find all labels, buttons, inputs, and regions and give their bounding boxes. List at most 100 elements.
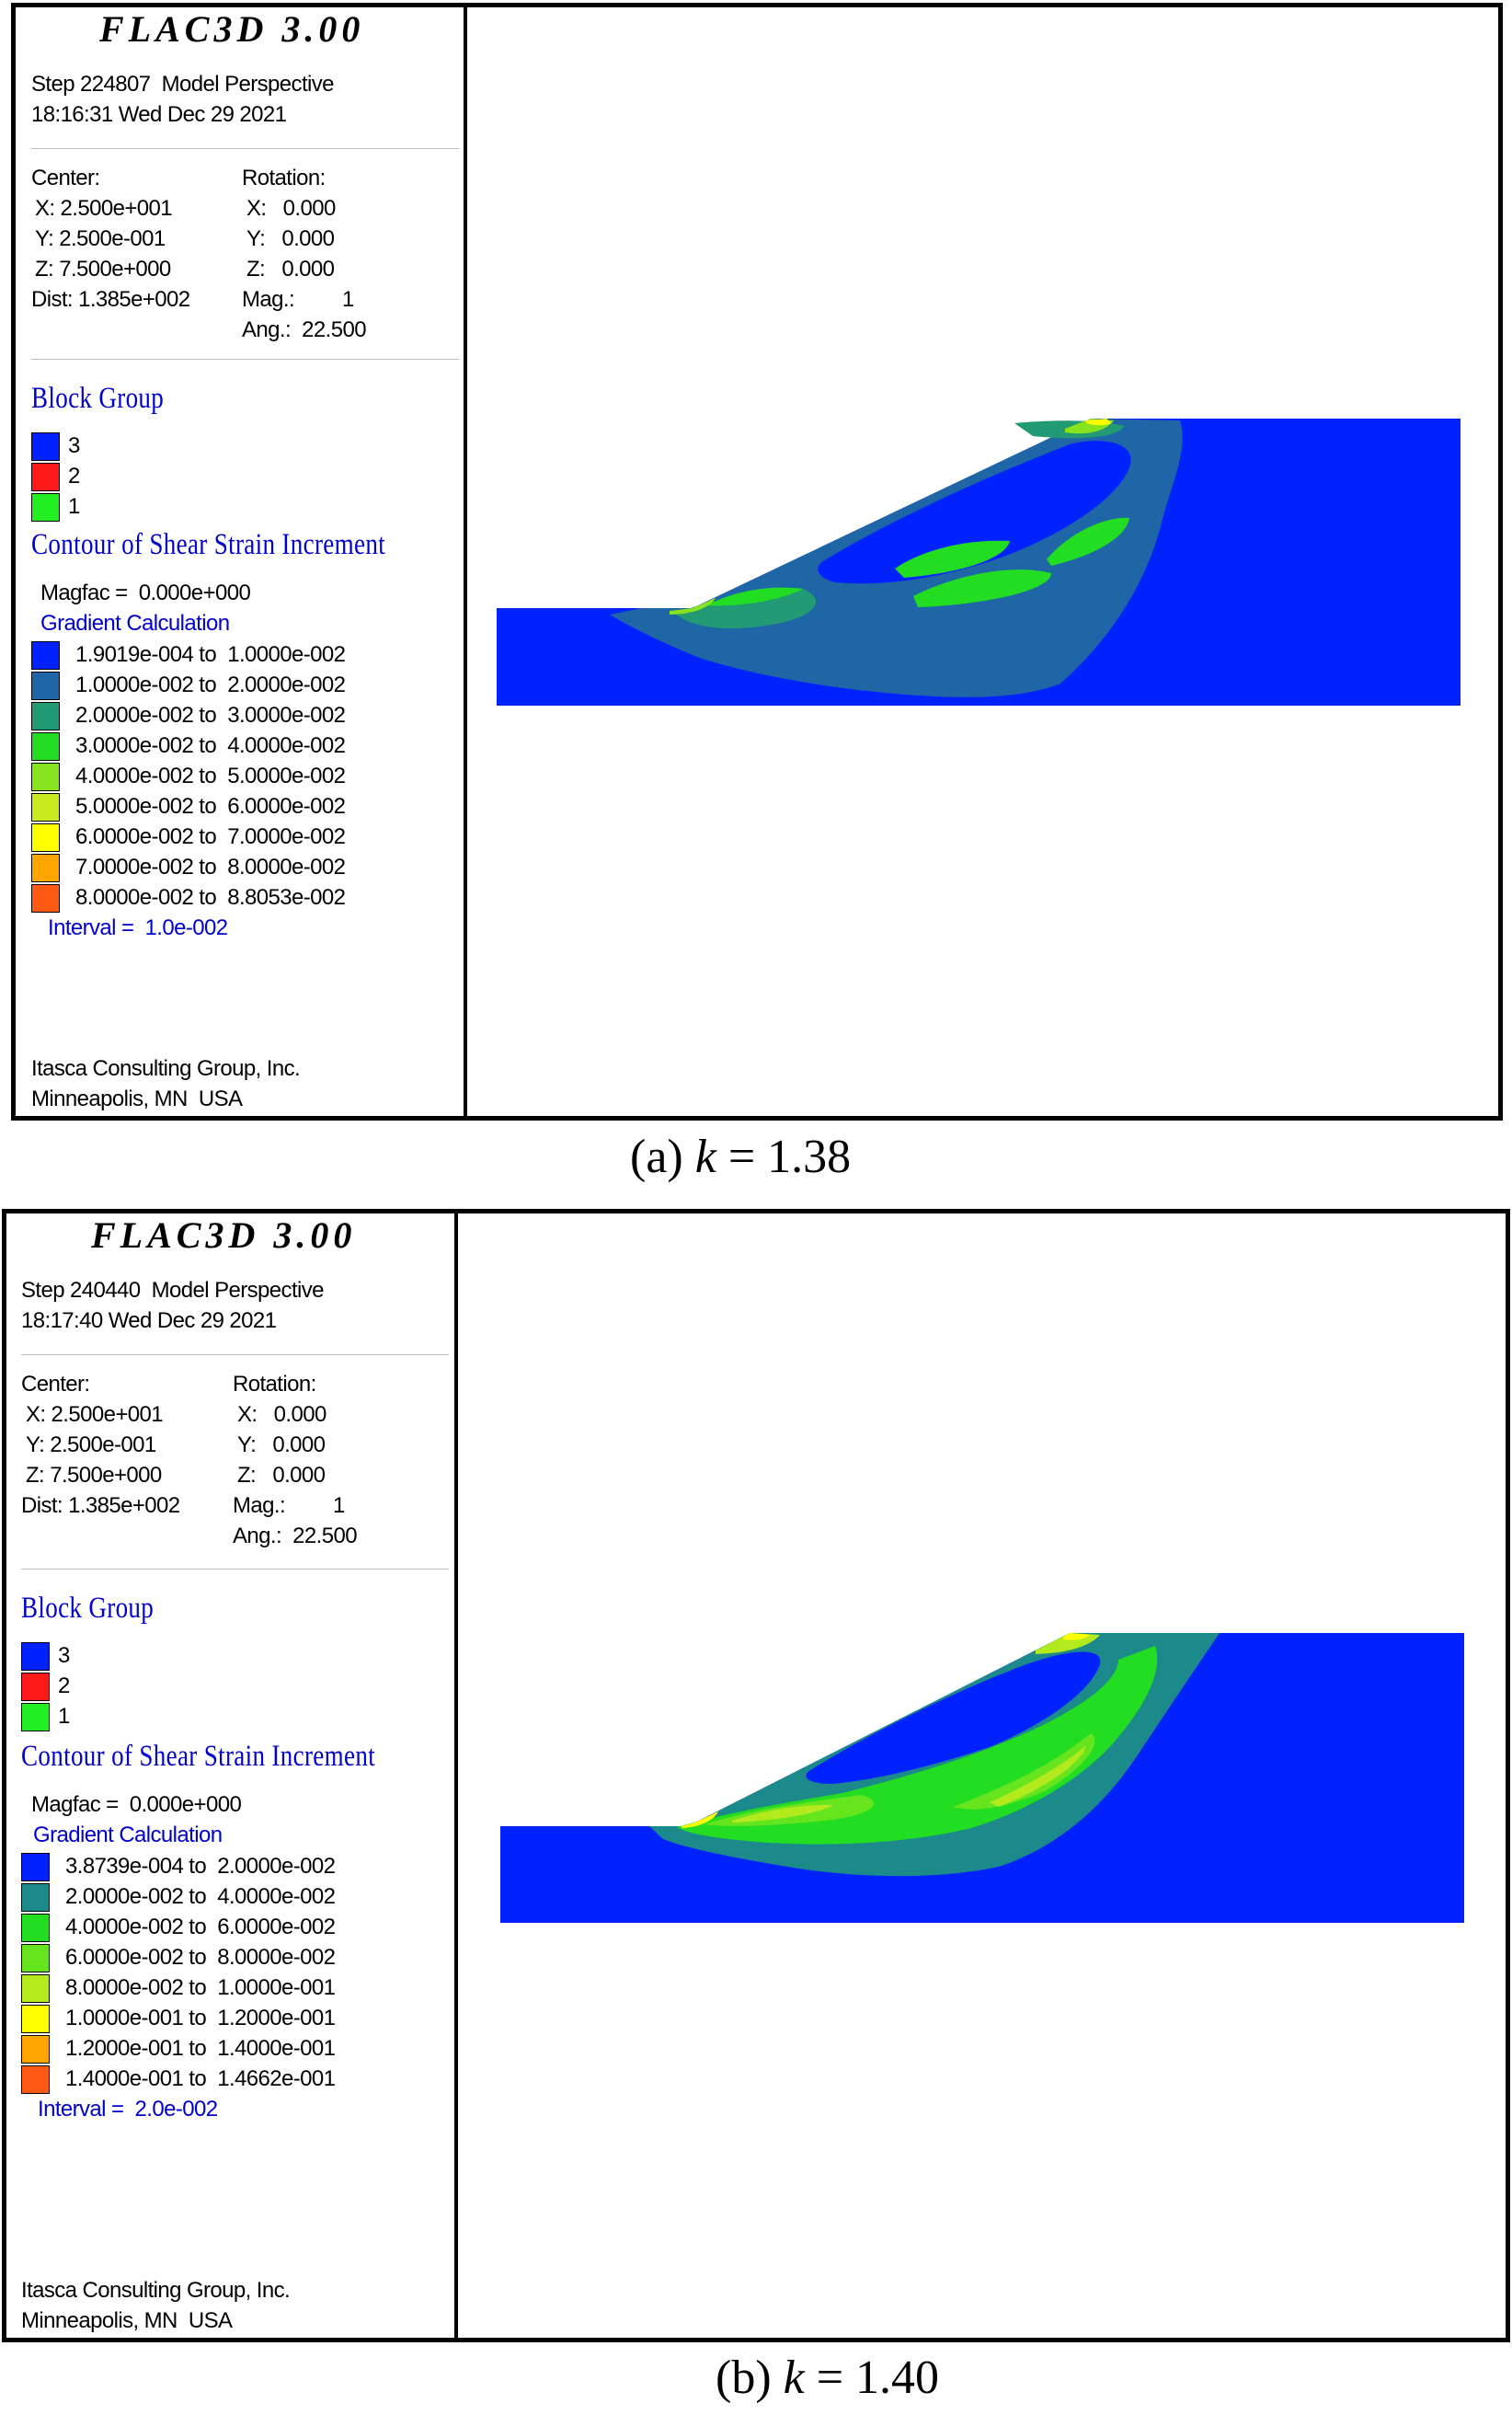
rotation-z: Z: 0.000: [246, 257, 335, 282]
legend-pane-b: FLAC3D 3.00 Step 240440 Model Perspectiv…: [6, 1213, 458, 2338]
contour-swatch: [31, 702, 60, 730]
rotation-x: X: 0.000: [246, 196, 336, 221]
magfac-label: Magfac = 0.000e+000: [31, 1792, 242, 1817]
contour-swatch: [21, 1883, 50, 1912]
caption-k: k: [694, 1131, 716, 1183]
contour-range-label: 1.4000e-001 to 1.4662e-001: [65, 2066, 336, 2091]
divider: [31, 148, 459, 149]
rotation-label: Rotation:: [233, 1372, 316, 1397]
contour-range-label: 7.0000e-002 to 8.0000e-002: [75, 855, 346, 880]
shear-band-8-10: [732, 1804, 833, 1823]
center-z: Z: 7.500e+000: [35, 257, 171, 282]
contour-swatch: [21, 2035, 50, 2064]
block-label-1: 1: [58, 1704, 70, 1729]
center-dist: Dist: 1.385e+002: [21, 1493, 180, 1518]
mag-label: Mag.:: [242, 287, 295, 312]
caption-prefix: (b): [716, 2352, 784, 2404]
contour-swatch: [31, 823, 60, 852]
contour-range-label: 8.0000e-002 to 1.0000e-001: [65, 1975, 336, 2000]
crest-high-strain: [1063, 1633, 1091, 1640]
contour-swatch: [21, 1944, 50, 1972]
green-patch: [1047, 517, 1129, 566]
center-y: Y: 2.500e-001: [35, 226, 166, 251]
slope-contour-plot: [497, 419, 1460, 706]
caption-prefix: (a): [630, 1131, 695, 1183]
mag-label: Mag.:: [233, 1493, 286, 1518]
block-swatch-3: [21, 1642, 50, 1671]
contour-swatch: [21, 1974, 50, 2003]
rotation-x: X: 0.000: [237, 1402, 326, 1427]
contour-range-label: 1.2000e-001 to 1.4000e-001: [65, 2036, 336, 2061]
inner-core: [818, 441, 1131, 584]
block-group-title: Block Group: [21, 1592, 155, 1625]
date-line: 18:17:40 Wed Dec 29 2021: [21, 1308, 277, 1333]
contour-range-label: 2.0000e-002 to 4.0000e-002: [65, 1884, 336, 1909]
block-label-3: 3: [58, 1643, 70, 1668]
block-group-title: Block Group: [31, 382, 165, 415]
center-dist: Dist: 1.385e+002: [31, 287, 190, 312]
block-swatch-3: [31, 432, 60, 461]
company-label: Itasca Consulting Group, Inc.: [31, 1056, 301, 1081]
crest-high-strain: [1086, 419, 1112, 426]
contour-swatch: [21, 1853, 50, 1881]
inner-core: [806, 1651, 1101, 1784]
rotation-z: Z: 0.000: [237, 1463, 326, 1488]
green-patch: [706, 587, 803, 606]
interval-label: Interval = 1.0e-002: [48, 915, 228, 940]
block-label-1: 1: [68, 494, 80, 519]
center-x: X: 2.500e+001: [26, 1402, 164, 1427]
ang-label: Ang.: 22.500: [233, 1524, 358, 1548]
contour-swatch: [21, 2005, 50, 2033]
center-x: X: 2.500e+001: [35, 196, 173, 221]
contour-swatch: [31, 884, 60, 913]
contour-range-label: 1.9019e-004 to 1.0000e-002: [75, 642, 346, 667]
location-label: Minneapolis, MN USA: [31, 1087, 243, 1111]
green-patch: [913, 569, 1051, 607]
contour-range-label: 3.0000e-002 to 4.0000e-002: [75, 733, 346, 758]
center-label: Center:: [21, 1372, 90, 1397]
contour-title: Contour of Shear Strain Increment: [21, 1740, 376, 1773]
block-swatch-1: [21, 1703, 50, 1731]
shear-band-green: [677, 1646, 1158, 1845]
center-z: Z: 7.500e+000: [26, 1463, 162, 1488]
contour-swatch: [21, 2065, 50, 2094]
contour-range-label: 8.0000e-002 to 8.8053e-002: [75, 885, 346, 910]
shear-band-mid: [674, 589, 817, 629]
crest-high-strain: [1036, 1633, 1100, 1654]
mag-value: 1: [333, 1493, 345, 1518]
contour-title: Contour of Shear Strain Increment: [31, 528, 386, 561]
rotation-y: Y: 0.000: [246, 226, 335, 251]
contour-range-label: 6.0000e-002 to 8.0000e-002: [65, 1945, 336, 1970]
caption-a: (a) k = 1.38: [630, 1130, 851, 1184]
contour-range-label: 6.0000e-002 to 7.0000e-002: [75, 824, 346, 849]
contour-swatch: [31, 732, 60, 761]
green-patch: [895, 540, 1010, 578]
rotation-label: Rotation:: [242, 166, 326, 190]
block-swatch-1: [31, 493, 60, 522]
program-title: FLAC3D 3.00: [91, 1214, 357, 1256]
divider: [31, 359, 459, 360]
block-swatch-2: [31, 463, 60, 491]
mag-value: 1: [342, 287, 354, 312]
contour-range-label: 3.8739e-004 to 2.0000e-002: [65, 1854, 336, 1879]
contour-range-label: 5.0000e-002 to 6.0000e-002: [75, 794, 346, 819]
ang-label: Ang.: 22.500: [242, 317, 367, 342]
location-label: Minneapolis, MN USA: [21, 2308, 233, 2333]
contour-swatch: [31, 641, 60, 670]
divider: [21, 1354, 449, 1355]
contour-range-label: 4.0000e-002 to 5.0000e-002: [75, 764, 346, 788]
interval-label: Interval = 2.0e-002: [38, 2097, 218, 2122]
block-label-2: 2: [68, 464, 80, 489]
shear-band-8-10: [990, 1745, 1086, 1807]
caption-value: = 1.38: [716, 1131, 852, 1183]
step-line: Step 240440 Model Perspective: [21, 1278, 324, 1303]
block-label-3: 3: [68, 433, 80, 458]
date-line: 18:16:31 Wed Dec 29 2021: [31, 102, 287, 127]
model-view-a: [463, 7, 1498, 1116]
slope-contour-plot: [500, 1633, 1464, 1923]
block-label-2: 2: [58, 1673, 70, 1698]
caption-b: (b) k = 1.40: [716, 2351, 939, 2405]
block-swatch-2: [21, 1673, 50, 1701]
model-view-b: [456, 1213, 1506, 2338]
legend-pane-a: FLAC3D 3.00 Step 224807 Model Perspectiv…: [16, 7, 467, 1116]
